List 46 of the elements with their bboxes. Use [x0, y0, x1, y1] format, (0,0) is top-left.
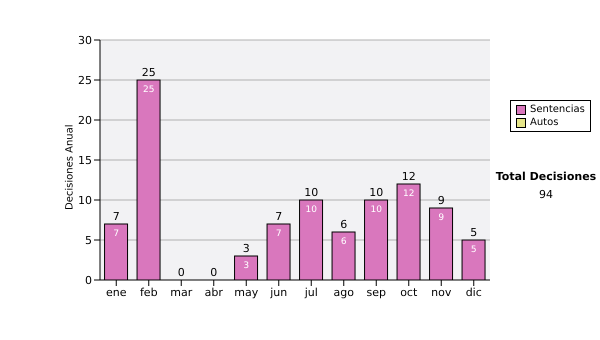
data-label: 6 — [340, 237, 347, 247]
total-label: 25 — [142, 66, 156, 79]
total-label: 10 — [369, 186, 384, 199]
data-label: 12 — [403, 189, 414, 199]
y-tick-label: 15 — [78, 154, 92, 167]
text: 94 — [538, 188, 554, 201]
x-tick-label: jun — [269, 286, 288, 299]
total-label: 3 — [242, 242, 250, 255]
x-tick-label: dic — [466, 286, 482, 299]
data-label: 5 — [470, 245, 477, 255]
data-label: 10 — [306, 205, 318, 215]
legend-label: Autos — [530, 116, 558, 129]
data-label: 3 — [243, 261, 250, 271]
y-tick-label: 10 — [78, 194, 92, 207]
data-label: 7 — [113, 229, 120, 239]
data-label: 10 — [370, 205, 382, 215]
total-label: 7 — [275, 210, 282, 223]
y-tick-label: 0 — [85, 274, 92, 287]
x-tick-label: jul — [304, 286, 318, 299]
total-label: 12 — [402, 170, 416, 183]
x-tick-label: abr — [204, 286, 224, 299]
y-tick-label: 25 — [78, 74, 92, 87]
x-tick-label: sep — [366, 286, 386, 299]
legend-label: Sentencias — [530, 103, 585, 116]
y-tick-label: 20 — [78, 114, 92, 127]
total-label: 5 — [470, 226, 478, 239]
x-tick-label: ene — [106, 286, 127, 299]
x-tick-label: mar — [170, 286, 193, 299]
x-tick-label: feb — [140, 286, 158, 299]
text: Total Decisiones — [494, 170, 598, 183]
total-label: 6 — [340, 218, 348, 231]
data-label: 9 — [438, 213, 444, 223]
y-axis-title: Decisiones Anual — [64, 124, 76, 210]
total-label: 9 — [438, 194, 445, 207]
y-tick-label: 30 — [78, 34, 92, 47]
x-tick-label: oct — [400, 286, 418, 299]
total-label: 0 — [210, 266, 218, 279]
total-label: 0 — [178, 266, 185, 279]
data-label: 25 — [143, 85, 154, 95]
data-label: 7 — [276, 229, 282, 239]
total-label: 7 — [112, 210, 120, 223]
x-tick-label: ago — [334, 286, 354, 299]
x-tick-label: may — [234, 286, 259, 299]
x-tick-label: nov — [431, 286, 452, 299]
y-tick-label: 5 — [85, 234, 92, 247]
total-label: 10 — [304, 186, 318, 199]
